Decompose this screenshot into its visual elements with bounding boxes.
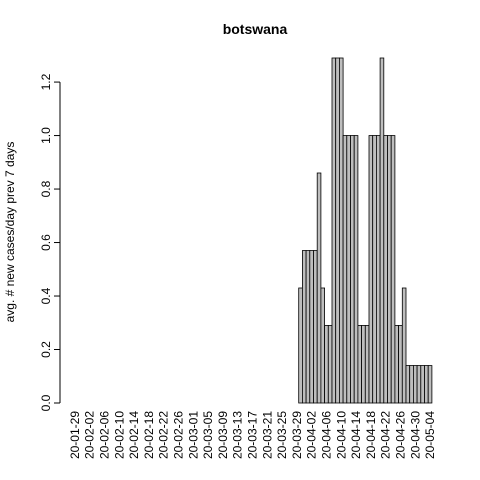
x-tick-label: 20-02-02	[83, 411, 97, 459]
y-tick-label: 0.4	[39, 287, 53, 304]
y-tick-label: 0.2	[39, 341, 53, 358]
x-tick-label: 20-04-10	[334, 411, 348, 459]
bar	[353, 135, 359, 404]
bar	[375, 135, 381, 404]
bar	[379, 57, 385, 404]
bar	[401, 287, 407, 404]
y-tick-label: 0.8	[39, 180, 53, 197]
x-tick-label: 20-03-13	[231, 411, 245, 459]
bar	[324, 325, 329, 404]
x-tick-label: 20-04-18	[364, 411, 378, 459]
x-tick-label: 20-04-06	[319, 411, 333, 459]
x-tick-label: 20-02-06	[97, 411, 111, 459]
x-tick-label: 20-03-29	[290, 411, 304, 459]
bar	[320, 287, 325, 404]
bar	[409, 365, 414, 404]
x-tick-label: 20-03-21	[260, 411, 274, 459]
bar	[350, 135, 355, 404]
bar	[424, 365, 429, 404]
x-tick-label: 20-03-17	[245, 411, 259, 459]
bar	[335, 57, 340, 404]
bar	[364, 325, 370, 404]
x-tick-label: 20-05-04	[423, 411, 437, 459]
bar	[316, 172, 322, 404]
x-tick-label: 20-03-25	[275, 411, 289, 459]
bar	[368, 135, 374, 404]
bar	[346, 135, 351, 404]
x-tick-label: 20-03-01	[186, 411, 200, 459]
bar	[420, 365, 425, 404]
bar	[301, 250, 307, 404]
x-tick-label: 20-01-29	[68, 411, 82, 459]
bar	[357, 325, 362, 404]
bar	[309, 250, 314, 404]
bar	[338, 57, 344, 404]
bar	[383, 135, 388, 404]
x-tick-label: 20-04-14	[349, 411, 363, 459]
x-tick-label: 20-02-14	[127, 411, 141, 459]
x-tick-label: 20-04-22	[379, 411, 393, 459]
bar	[427, 365, 433, 404]
x-tick-label: 20-03-09	[216, 411, 230, 459]
bar	[416, 365, 422, 404]
y-tick-label: 0.6	[39, 234, 53, 251]
bar	[405, 365, 411, 404]
y-tick-label: 1.0	[39, 127, 53, 144]
bar	[390, 135, 396, 404]
x-tick-label: 20-04-26	[393, 411, 407, 459]
bar	[327, 325, 333, 404]
x-tick-label: 20-02-22	[157, 411, 171, 459]
y-axis-label: avg. # new cases/day prev 7 days	[3, 142, 17, 323]
bar	[298, 287, 303, 404]
x-tick-label: 20-04-30	[408, 411, 422, 459]
x-tick-label: 20-04-02	[305, 411, 319, 459]
bar	[331, 57, 337, 404]
bar	[387, 135, 392, 404]
bar	[313, 250, 318, 404]
chart-title: botswana	[223, 21, 288, 37]
bar	[361, 325, 366, 404]
x-tick-label: 20-02-26	[171, 411, 185, 459]
bar	[394, 325, 399, 404]
x-tick-label: 20-02-10	[112, 411, 126, 459]
x-tick-label: 20-03-05	[201, 411, 215, 459]
y-tick-label: 1.2	[39, 73, 53, 90]
bar	[342, 135, 348, 404]
bar	[372, 135, 377, 404]
bar	[398, 325, 403, 404]
bar	[305, 250, 311, 404]
x-tick-label: 20-02-18	[142, 411, 156, 459]
bar	[412, 365, 418, 404]
y-tick-label: 0.0	[39, 394, 53, 411]
